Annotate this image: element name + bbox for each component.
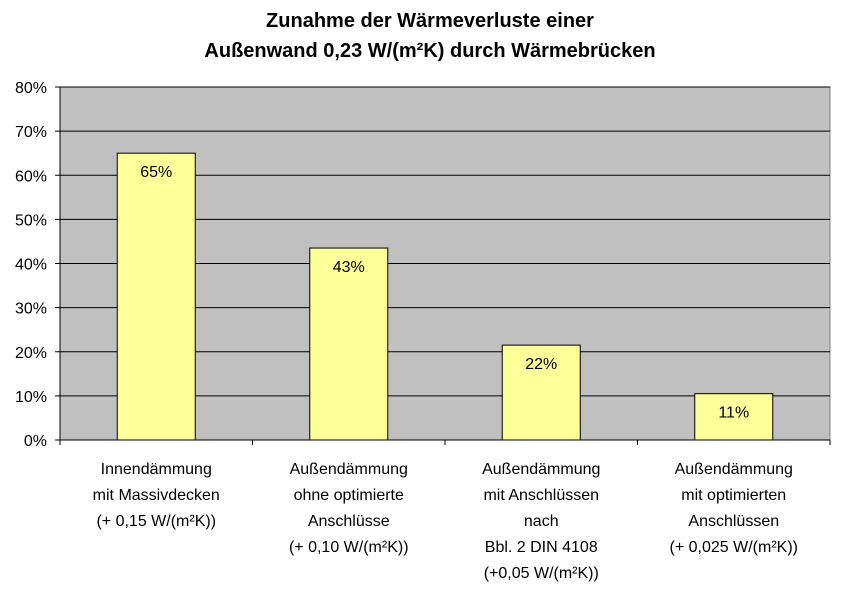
x-category-line: (+ 0,025 W/(m²K)) <box>670 539 798 556</box>
x-category-line: Außendämmung <box>482 461 600 478</box>
y-tick-label: 80% <box>15 80 47 97</box>
x-category-line: Anschlüssen <box>688 513 779 530</box>
x-category-label-1: Innendämmung mit Massivdecken (+ 0,15 W/(m… <box>93 461 220 530</box>
y-axis-ticks: 0% 10% 20% 30% 40% 50% 60% 70% 80% <box>15 80 60 450</box>
x-category-line: Bbl. 2 DIN 4108 <box>485 539 598 556</box>
x-axis-categories: Innendämmung mit Massivdecken (+ 0,15 W/(m… <box>93 461 798 582</box>
chart-title-line-1: Zunahme der Wärmeverluste einer <box>266 10 594 32</box>
y-tick-label: 40% <box>15 257 47 274</box>
data-label-4: 11% <box>718 405 749 422</box>
axes <box>59 87 831 445</box>
bar-2 <box>309 247 389 441</box>
y-tick-label: 10% <box>15 389 47 406</box>
x-category-line: Außendämmung <box>675 461 793 478</box>
bar-3 <box>501 344 581 441</box>
bars: 65% 43% 22% 11% <box>116 152 774 441</box>
y-tick-label: 60% <box>15 168 47 185</box>
y-tick-label: 70% <box>15 124 47 141</box>
data-label-3: 22% <box>525 356 557 373</box>
bar-4 <box>694 393 774 441</box>
bar-1 <box>116 152 196 441</box>
chart-title: Zunahme der Wärmeverluste einer Außenwand… <box>204 10 655 62</box>
data-label-2: 43% <box>333 259 365 276</box>
x-category-label-4: Außendämmung mit optimierten Anschlüssen (+… <box>670 461 798 556</box>
y-tick-label: 30% <box>15 301 47 318</box>
x-category-line: Anschlüsse <box>308 513 390 530</box>
x-category-line: mit optimierten <box>681 487 786 504</box>
x-category-line: (+ 0,10 W/(m²K)) <box>289 539 409 556</box>
x-category-line: Innendämmung <box>101 461 212 478</box>
x-category-line: ohne optimierte <box>294 487 404 504</box>
y-tick-label: 20% <box>15 345 47 362</box>
chart-title-line-2: Außenwand 0,23 W/(m²K) durch Wärmebrücke… <box>204 40 655 62</box>
x-category-line: (+0,05 W/(m²K)) <box>484 565 599 582</box>
x-category-line: mit Massivdecken <box>93 487 220 504</box>
x-category-line: (+ 0,15 W/(m²K)) <box>96 513 216 530</box>
x-category-label-3: Außendämmung mit Anschlüssen nach Bbl. 2 DI… <box>482 461 600 582</box>
y-tick-label: 50% <box>15 212 47 229</box>
x-category-line: nach <box>524 513 559 530</box>
x-category-line: Außendämmung <box>290 461 408 478</box>
x-category-label-2: Außendämmung ohne optimierte Anschlüsse (+ … <box>289 461 409 556</box>
data-label-1: 65% <box>140 164 172 181</box>
x-category-line: mit Anschlüssen <box>483 487 599 504</box>
y-tick-label: 0% <box>24 433 47 450</box>
